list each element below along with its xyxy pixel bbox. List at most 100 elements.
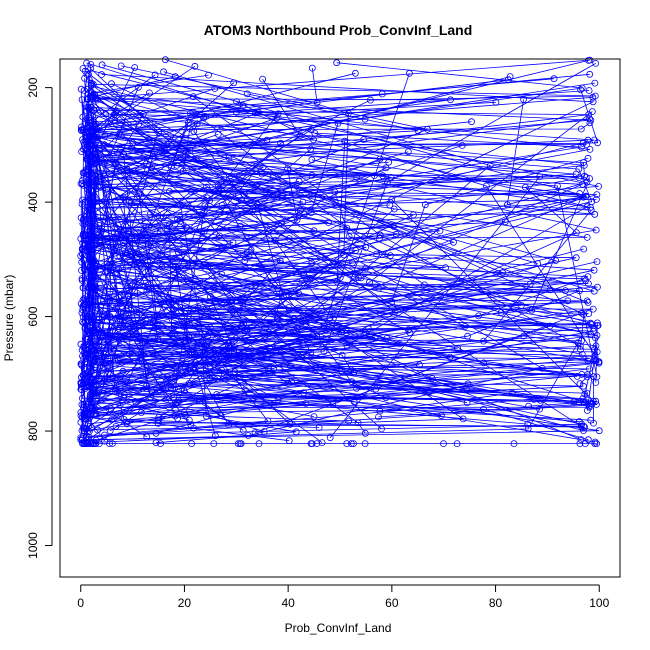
data-point [550, 75, 558, 83]
data-point [188, 440, 196, 448]
data-point [79, 65, 87, 72]
data-point [315, 424, 323, 432]
data-point [79, 231, 87, 239]
data-point [594, 322, 601, 330]
data-point [371, 333, 379, 341]
profile-line [90, 132, 585, 428]
profile-line [82, 106, 595, 400]
data-point [584, 273, 592, 281]
data-point [440, 440, 447, 448]
data-point [584, 407, 591, 414]
data-point [83, 104, 91, 111]
data-point [331, 188, 339, 196]
data-point [428, 375, 436, 382]
profile-line [91, 130, 593, 393]
profile-line [95, 189, 597, 411]
data-point [575, 165, 583, 173]
data-point [446, 353, 454, 361]
data-point [78, 379, 85, 386]
data-point [78, 258, 86, 266]
data-point [590, 266, 598, 274]
data-point [92, 347, 100, 355]
data-point [578, 84, 586, 92]
data-point [329, 400, 337, 408]
profile-line [84, 221, 599, 326]
data-point [320, 348, 328, 356]
data-point [90, 411, 98, 419]
data-point [145, 89, 153, 97]
data-point [134, 83, 142, 91]
data-point [195, 259, 203, 267]
data-point [343, 440, 351, 448]
data-point [525, 402, 532, 410]
data-point [362, 329, 370, 336]
profile-line [92, 162, 584, 427]
data-point [576, 380, 584, 388]
profile-line [89, 98, 589, 441]
profile-series [122, 249, 601, 398]
data-point [338, 351, 346, 359]
data-point [463, 385, 470, 393]
data-point [554, 182, 561, 190]
data-point [572, 254, 580, 262]
data-point [207, 293, 214, 301]
data-point [80, 413, 88, 421]
data-point [591, 440, 599, 448]
profile-line [83, 59, 595, 424]
x-axis: 0 20 40 60 80 100 [77, 584, 610, 610]
data-point [77, 85, 85, 93]
data-point [88, 390, 95, 398]
data-point [278, 289, 286, 297]
data-point [111, 116, 119, 124]
data-point [83, 107, 91, 115]
profile-line [83, 67, 383, 177]
profile-line [125, 252, 598, 395]
data-point [160, 213, 167, 221]
data-point [92, 350, 99, 358]
data-point [302, 400, 310, 407]
data-point [185, 416, 193, 424]
data-point [88, 159, 96, 167]
data-point [343, 224, 351, 232]
data-point [78, 275, 86, 283]
data-point [255, 440, 263, 448]
data-point [591, 92, 599, 100]
data-point [492, 98, 500, 106]
data-point [77, 300, 85, 308]
data-point [202, 342, 209, 350]
data-point [577, 86, 585, 94]
profile-line [82, 199, 598, 402]
data-point [382, 164, 390, 172]
data-point [582, 277, 589, 284]
data-point [243, 90, 251, 98]
data-point [350, 440, 357, 448]
profile-line [82, 122, 189, 419]
profile-series [79, 195, 601, 405]
data-point [299, 198, 307, 206]
profile-line [84, 99, 593, 442]
data-point [577, 125, 585, 133]
data-point [310, 136, 317, 144]
data-point [98, 71, 105, 78]
profile-line [80, 281, 600, 441]
data-point [388, 298, 396, 306]
data-point [499, 269, 507, 277]
data-point [585, 355, 592, 363]
data-point [580, 422, 588, 430]
data-point [375, 413, 382, 421]
data-point [595, 427, 603, 435]
data-point [308, 259, 316, 267]
data-point [140, 228, 147, 236]
data-point [129, 281, 136, 289]
profile-line [80, 60, 589, 432]
data-point [103, 185, 110, 193]
data-point [215, 187, 223, 194]
profile-line [86, 64, 376, 419]
data-point [77, 252, 85, 260]
y-tick-label: 800 [26, 421, 40, 441]
data-point [587, 206, 595, 214]
data-point [379, 172, 387, 180]
profile-line [163, 71, 492, 318]
profile-series [87, 82, 591, 349]
data-point [84, 440, 92, 448]
